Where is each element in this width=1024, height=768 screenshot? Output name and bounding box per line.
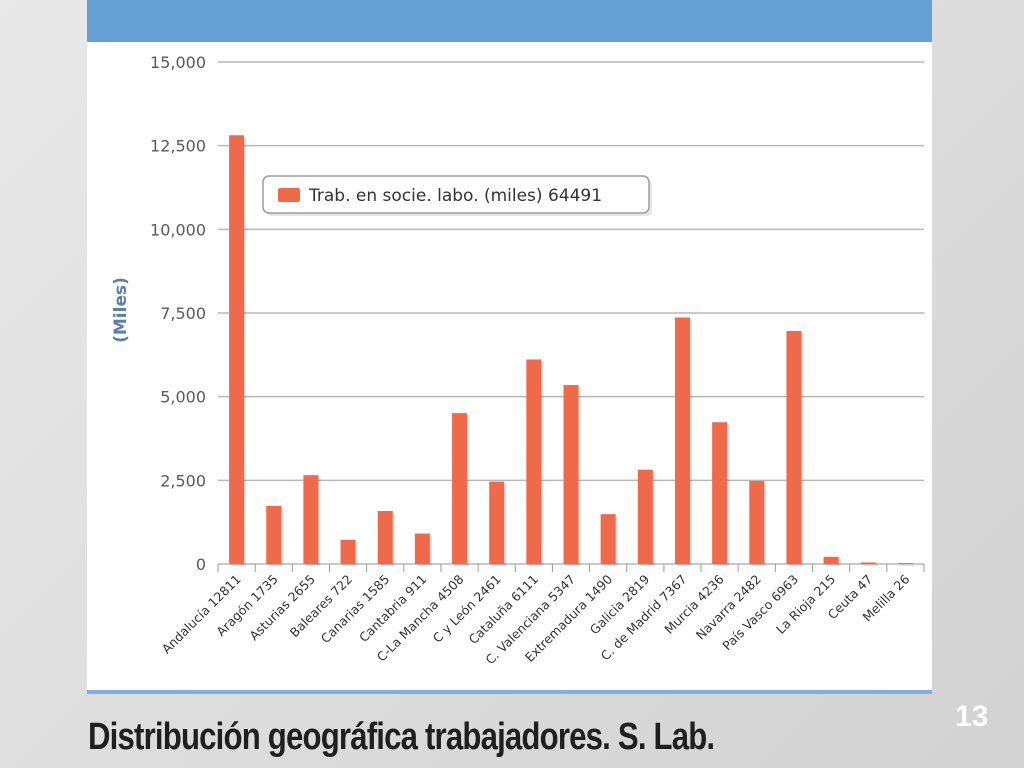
y-tick-label: 15,000 bbox=[150, 53, 206, 72]
bar[interactable] bbox=[303, 475, 319, 564]
bar[interactable] bbox=[600, 514, 616, 564]
bar[interactable] bbox=[563, 385, 579, 564]
bar[interactable] bbox=[674, 317, 690, 564]
bar[interactable] bbox=[414, 533, 430, 564]
y-tick-label: 2,500 bbox=[160, 471, 206, 490]
y-tick-label: 5,000 bbox=[160, 388, 206, 407]
bar[interactable] bbox=[712, 422, 728, 564]
y-tick-label: 7,500 bbox=[160, 304, 206, 323]
legend-box bbox=[262, 175, 650, 214]
bar[interactable] bbox=[526, 359, 542, 564]
chart-bottom-rule bbox=[87, 690, 932, 694]
slide-title: Distribución geográfica trabajadores. S.… bbox=[88, 716, 715, 758]
bar[interactable] bbox=[786, 330, 802, 564]
bar-shadow bbox=[862, 564, 878, 566]
y-tick-label: 10,000 bbox=[150, 220, 206, 239]
bar-chart: 0 2,500 5,000 7,500 10,000 12,500 15,000 (Miles… bbox=[111, 53, 925, 667]
legend-swatch bbox=[278, 188, 300, 202]
bar[interactable] bbox=[340, 539, 356, 564]
slide-number: 13 bbox=[955, 700, 989, 733]
bar[interactable] bbox=[489, 481, 505, 564]
legend-label: Trab. en socie. labo. (miles) 64491 bbox=[308, 186, 602, 206]
bar[interactable] bbox=[860, 562, 876, 564]
x-category-label: Navarra 2482 bbox=[693, 572, 764, 643]
bar[interactable] bbox=[229, 135, 245, 564]
header-band bbox=[87, 0, 932, 42]
y-axis-title: (Miles) bbox=[111, 277, 131, 343]
bar[interactable] bbox=[266, 505, 282, 564]
bar[interactable] bbox=[823, 556, 839, 564]
chart-panel: 0 2,500 5,000 7,500 10,000 12,500 15,000 (Miles… bbox=[87, 42, 932, 690]
bar[interactable] bbox=[452, 413, 468, 564]
x-category-label: Asturias 2655 bbox=[246, 572, 318, 644]
y-tick-label: 0 bbox=[196, 555, 206, 574]
bar[interactable] bbox=[377, 510, 393, 564]
y-tick-label: 12,500 bbox=[150, 137, 206, 156]
bar[interactable] bbox=[897, 563, 913, 564]
bar[interactable] bbox=[749, 480, 765, 564]
bar-shadow bbox=[899, 565, 915, 566]
bar[interactable] bbox=[637, 469, 653, 564]
